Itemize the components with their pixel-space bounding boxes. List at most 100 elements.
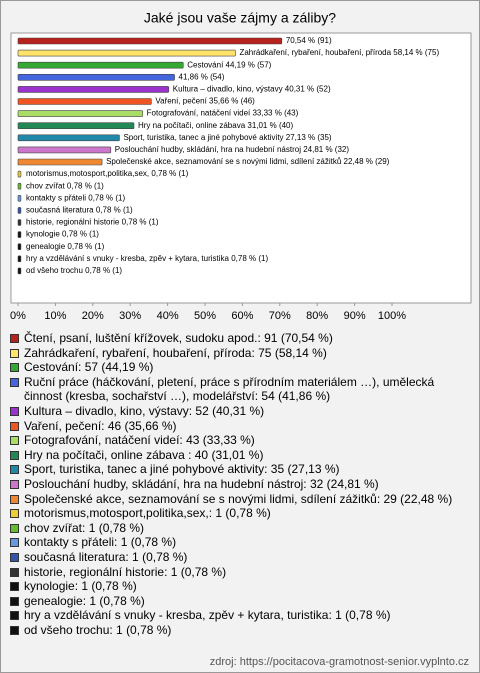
legend-label: genealogie: 1 (0,78 %) <box>24 593 145 608</box>
legend-swatch <box>10 611 19 621</box>
legend-label: historie, regionální historie: 1 (0,78 %… <box>24 564 227 579</box>
bar <box>17 37 283 45</box>
legend-label: kynologie: 1 (0,78 %) <box>24 579 137 594</box>
legend-label: Čtení, psaní, luštění křížovek, sudoku a… <box>24 331 333 345</box>
x-tick-label: 60% <box>231 310 253 322</box>
legend-swatch <box>10 334 19 343</box>
x-tick-label: 40% <box>157 310 179 322</box>
x-tick-label: 50% <box>194 310 216 322</box>
legend-item: historie, regionální historie: 1 (0,78 %… <box>9 565 471 580</box>
bar <box>17 110 143 117</box>
value-label: Hry na počítači, online zábava 31,01 % (… <box>138 121 294 130</box>
legend-swatch <box>10 523 19 533</box>
value-label: Cestování 44,19 % (57) <box>187 60 271 69</box>
bar <box>17 122 135 129</box>
chart: Jaké jsou vaše zájmy a záliby? 0% 10% 20% 3… <box>10 10 472 322</box>
legend-label: Ruční práce (háčkování, pletení, práce s… <box>24 374 435 404</box>
bar <box>17 182 22 190</box>
legend-item: Společenské akce, seznamování se s novým… <box>9 492 471 507</box>
legend-item: hry a vzdělávání s vnuky - kresba, zpěv … <box>9 608 471 623</box>
bar <box>17 158 103 166</box>
value-label: genealogie 0,78 % (1) <box>26 242 105 251</box>
value-label: Poslouchání hudby, skládání, hra na hude… <box>115 145 350 154</box>
legend-item: Vaření, pečení: 46 (35,66 %) <box>9 419 471 434</box>
bar <box>17 255 22 263</box>
legend-swatch <box>10 465 19 475</box>
bar <box>17 267 22 275</box>
legend-label: Společenské akce, seznamování se s novým… <box>24 491 453 506</box>
value-label: hry a vzdělávání s vnuky - kresba, zpěv … <box>26 254 268 263</box>
value-label: od všeho trochu 0,78 % (1) <box>26 266 122 275</box>
value-label: současná literatura 0,78 % (1) <box>26 206 133 215</box>
legend-swatch <box>10 509 19 519</box>
legend-item: Kultura – divadlo, kino, výstavy: 52 (40… <box>9 404 471 419</box>
source: zdroj: https://pocitacova-gramotnost-sen… <box>209 656 469 668</box>
legend-label: motorismus,motosport,politika,sex,: 1 (0… <box>24 506 271 521</box>
x-tick-label: 90% <box>344 310 366 322</box>
legend-label: Sport, turistika, tanec a jiné pohybové … <box>24 462 340 477</box>
legend-label: hry a vzdělávání s vnuky - kresba, zpěv … <box>24 608 391 623</box>
legend-item: Zahrádkaření, rybaření, houbaření, příro… <box>9 346 471 361</box>
legend-item: motorismus,motosport,politika,sex,: 1 (0… <box>9 506 471 521</box>
legend-swatch <box>10 363 19 373</box>
legend-swatch <box>10 479 19 489</box>
legend-label: Poslouchání hudby, skládání, hra na hude… <box>24 476 379 491</box>
legend-swatch <box>10 377 19 387</box>
value-label: Vaření, pečení 35,66 % (46) <box>155 97 255 106</box>
value-label: kynologie 0,78 % (1) <box>26 230 99 239</box>
legend-label: chov zvířat: 1 (0,78 %) <box>24 520 145 535</box>
legend-item: Cestování: 57 (44,19 %) <box>9 360 471 375</box>
legend-item: kynologie: 1 (0,78 %) <box>9 579 471 594</box>
bar <box>17 49 236 57</box>
legend: Čtení, psaní, luštění křížovek, sudoku a… <box>9 331 471 637</box>
x-tick-label: 20% <box>82 310 104 322</box>
legend-label: od všeho trochu: 1 (0,78 %) <box>24 622 172 637</box>
legend-item: kontakty s přáteli: 1 (0,78 %) <box>9 535 471 550</box>
legend-swatch <box>10 406 19 416</box>
x-tick-label: 10% <box>44 310 66 322</box>
legend-swatch <box>10 348 19 358</box>
legend-label: Kultura – divadlo, kino, výstavy: 52 (40… <box>24 403 265 418</box>
legend-item: Fotografování, natáčení videí: 43 (33,33… <box>9 433 471 448</box>
value-label: 70,54 % (91) <box>286 36 332 45</box>
legend-swatch <box>10 436 19 446</box>
legend-item: Poslouchání hudby, skládání, hra na hude… <box>9 477 471 492</box>
value-label: Kultura – divadlo, kino, výstavy 40,31 %… <box>173 85 331 94</box>
bar <box>17 146 112 154</box>
chart-title: Jaké jsou vaše zájmy a záliby? <box>144 10 336 26</box>
bar <box>17 98 152 105</box>
legend-label: Fotografování, natáčení videí: 43 (33,33… <box>24 433 255 448</box>
value-label: Společenské akce, seznamování se s novým… <box>106 157 390 166</box>
x-tick-label: 80% <box>306 310 328 322</box>
legend-item: současná literatura: 1 (0,78 %) <box>9 550 471 565</box>
bar <box>17 219 22 226</box>
bar <box>17 231 22 238</box>
value-label: 41,86 % (54) <box>179 72 225 81</box>
x-tick-label: 0% <box>10 310 26 322</box>
legend-label: Zahrádkaření, rybaření, houbaření, příro… <box>24 345 327 360</box>
legend-item: od všeho trochu: 1 (0,78 %) <box>9 623 471 638</box>
x-tick-label: 100% <box>378 310 406 322</box>
value-label: historie, regionální historie 0,78 % (1) <box>26 218 159 227</box>
value-label: Fotografování, natáčení videí 33,33 % (4… <box>147 109 299 118</box>
legend-item: Ruční práce (háčkování, pletení, práce s… <box>9 375 471 404</box>
legend-swatch <box>10 625 19 635</box>
x-tick-label: 30% <box>119 310 141 322</box>
value-label: kontakty s přáteli 0,78 % (1) <box>26 193 125 202</box>
bar <box>17 74 175 81</box>
legend-item: Čtení, psaní, luštění křížovek, sudoku a… <box>9 331 471 346</box>
legend-swatch <box>10 494 19 504</box>
legend-swatch <box>10 538 19 548</box>
bar <box>17 170 22 178</box>
legend-item: Sport, turistika, tanec a jiné pohybové … <box>9 462 471 477</box>
bar <box>17 207 22 214</box>
value-label: chov zvířat 0,78 % (1) <box>26 181 104 190</box>
legend-label: současná literatura: 1 (0,78 %) <box>24 549 188 564</box>
legend-swatch <box>10 567 19 577</box>
legend-item: chov zvířat: 1 (0,78 %) <box>9 521 471 536</box>
value-label: Sport, turistika, tanec a jiné pohybové … <box>123 133 331 142</box>
x-tick-label: 70% <box>269 310 291 322</box>
value-label: motorismus,motosport,politika,sex, 0,78 … <box>26 169 189 178</box>
legend-label: Hry na počítači, online zábava : 40 (31,… <box>24 447 264 462</box>
